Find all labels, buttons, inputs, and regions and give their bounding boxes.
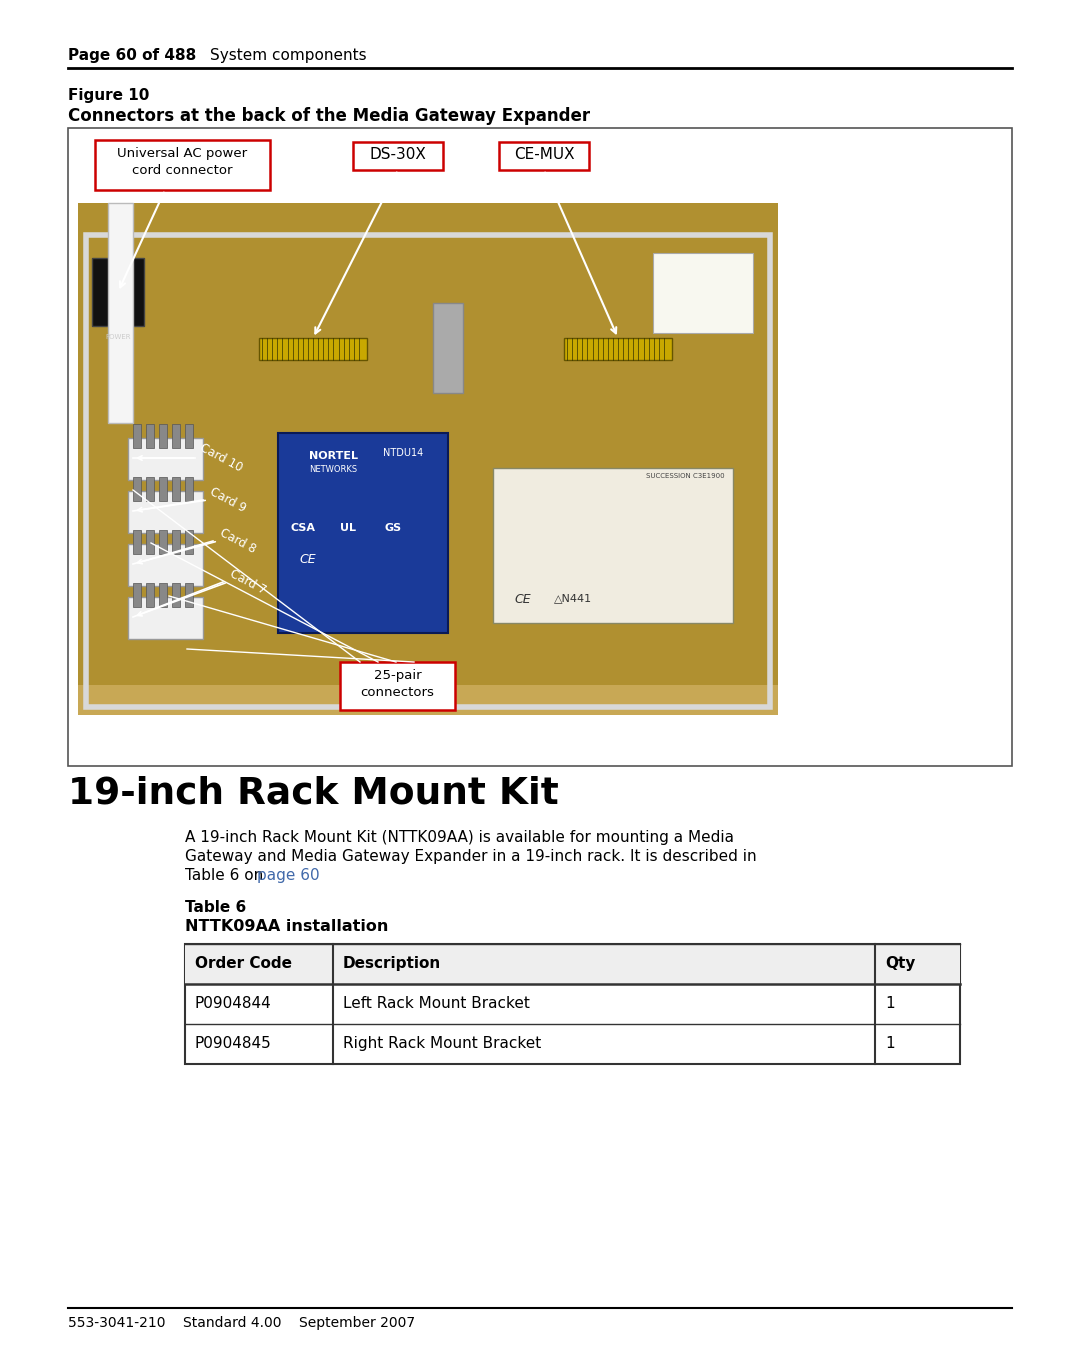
Bar [259,339,367,360]
Text: Table 6: Table 6 [185,900,246,915]
Bar [129,544,203,586]
Bar [185,944,960,985]
Bar [129,597,203,639]
Text: 1: 1 [885,1036,894,1051]
Text: △N441: △N441 [554,593,592,602]
Text: Description: Description [343,956,442,971]
Text: Universal AC power
cord connector: Universal AC power cord connector [118,147,247,177]
Text: SUCCESSION C3E1900: SUCCESSION C3E1900 [646,473,725,479]
Text: 1: 1 [885,996,894,1010]
Text: Gateway and Media Gateway Expander in a 19-inch rack. It is described in: Gateway and Media Gateway Expander in a … [185,849,757,864]
Text: CSA: CSA [291,524,315,533]
Bar [492,468,733,623]
Text: 553-3041-210    Standard 4.00    September 2007: 553-3041-210 Standard 4.00 September 200… [68,1316,415,1330]
Bar [433,303,463,393]
Text: Card 7: Card 7 [228,567,269,597]
Bar [146,530,154,554]
Bar [185,477,193,500]
Bar [133,583,141,607]
Text: Table 6 on: Table 6 on [185,868,268,883]
Text: Figure 10: Figure 10 [68,88,149,103]
Text: Order Code: Order Code [195,956,292,971]
Text: Right Rack Mount Bracket: Right Rack Mount Bracket [343,1036,541,1051]
Text: UL: UL [340,524,356,533]
Text: NTDU14: NTDU14 [383,447,423,458]
Text: NORTEL: NORTEL [309,452,357,461]
Bar [146,583,154,607]
Bar [159,424,167,447]
Bar [78,685,778,715]
Bar [95,140,270,190]
Bar [278,432,448,632]
Text: Connectors at the back of the Media Gateway Expander: Connectors at the back of the Media Gate… [68,107,590,125]
Text: 25-pair
connectors: 25-pair connectors [361,669,434,699]
Text: CE-MUX: CE-MUX [514,147,575,162]
Text: Page 60 of 488: Page 60 of 488 [68,48,197,63]
Bar [68,128,1012,766]
Bar [146,424,154,447]
Bar [86,235,770,707]
Text: Card 9: Card 9 [208,486,248,515]
Text: Qty: Qty [885,956,916,971]
Bar [353,141,443,170]
Bar [653,253,753,333]
Text: 19-inch Rack Mount Kit: 19-inch Rack Mount Kit [68,775,558,811]
Bar [185,530,193,554]
Bar [499,141,589,170]
Bar [108,203,133,423]
Bar [129,491,203,533]
Bar [159,530,167,554]
Bar [172,477,180,500]
Bar [185,424,193,447]
Text: Card 8: Card 8 [218,526,258,556]
Text: A 19-inch Rack Mount Kit (NTTK09AA) is available for mounting a Media: A 19-inch Rack Mount Kit (NTTK09AA) is a… [185,830,734,845]
Text: GS: GS [384,524,402,533]
Bar [78,203,778,715]
Bar [172,530,180,554]
Text: CE: CE [299,554,316,566]
Text: NETWORKS: NETWORKS [309,465,357,475]
Bar [159,583,167,607]
Bar [172,583,180,607]
Text: Left Rack Mount Bracket: Left Rack Mount Bracket [343,996,530,1010]
Bar [172,424,180,447]
Text: P0904845: P0904845 [195,1036,272,1051]
Bar [159,477,167,500]
Text: NTTK09AA installation: NTTK09AA installation [185,919,389,934]
Bar [129,438,203,480]
Text: System components: System components [210,48,366,63]
Text: P0904844: P0904844 [195,996,272,1010]
Bar [564,339,672,360]
Bar [133,477,141,500]
Bar [133,424,141,447]
Bar [92,258,144,326]
Bar [146,477,154,500]
Text: Card 10: Card 10 [198,442,245,475]
Bar [185,944,960,1064]
Text: DS-30X: DS-30X [369,147,427,162]
Text: page 60: page 60 [257,868,320,883]
Bar [185,583,193,607]
Text: CE: CE [515,593,531,607]
Text: POWER: POWER [105,335,131,340]
Bar [133,530,141,554]
Bar [340,662,455,710]
